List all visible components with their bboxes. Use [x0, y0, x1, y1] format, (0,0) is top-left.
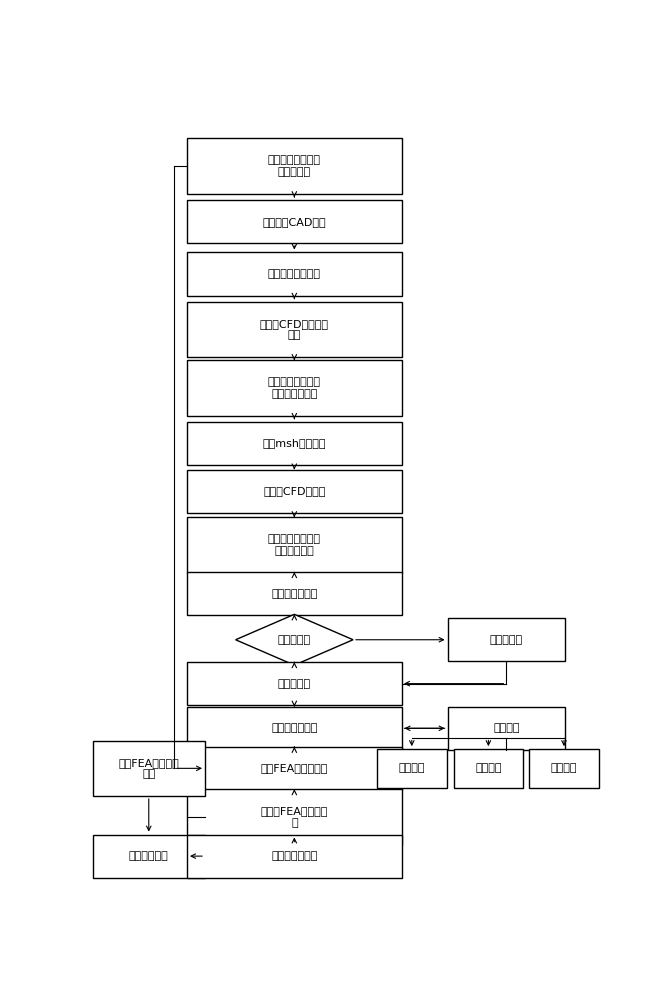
Text: 流体场计算结果: 流体场计算结果 — [271, 723, 318, 733]
Bar — [187, 517, 401, 573]
Text: 建立计算域，划分
网格及相关设置: 建立计算域，划分 网格及相关设置 — [268, 377, 321, 399]
Bar — [187, 422, 401, 465]
Text: 导入到CFD前处理软
件中: 导入到CFD前处理软 件中 — [260, 319, 329, 340]
Bar — [187, 138, 401, 194]
Polygon shape — [236, 614, 353, 665]
Text: 确定天线工作仰角
和来流方向: 确定天线工作仰角 和来流方向 — [268, 155, 321, 177]
Text: 力矩系数: 力矩系数 — [551, 763, 577, 773]
Bar — [187, 662, 401, 705]
Bar — [187, 360, 401, 416]
Bar — [92, 741, 205, 796]
Text: 模型检查，设置和
确定相关参数: 模型检查，设置和 确定相关参数 — [268, 534, 321, 556]
Text: 建立三维CAD模型: 建立三维CAD模型 — [262, 217, 326, 227]
Text: 导出中间格式文件: 导出中间格式文件 — [268, 269, 321, 279]
Bar — [187, 572, 401, 615]
Bar — [187, 470, 401, 513]
Text: 固体场计算结果: 固体场计算结果 — [271, 851, 318, 861]
Text: 导出msh格式文件: 导出msh格式文件 — [262, 438, 326, 448]
Bar — [447, 618, 565, 661]
Text: 导出FEA固体场文件: 导出FEA固体场文件 — [261, 763, 328, 773]
Text: 判断求解器: 判断求解器 — [277, 635, 311, 645]
Bar — [187, 835, 401, 878]
Bar — [529, 749, 599, 788]
Text: 数据处理: 数据处理 — [493, 723, 519, 733]
Text: 导入到FEA固体场软
件: 导入到FEA固体场软 件 — [261, 806, 328, 828]
Bar — [187, 789, 401, 845]
Text: 阻力系数: 阻力系数 — [399, 763, 425, 773]
Bar — [187, 200, 401, 243]
Bar — [187, 747, 401, 790]
Text: 升力系数: 升力系数 — [475, 763, 501, 773]
Bar — [377, 749, 447, 788]
Bar — [187, 302, 401, 357]
Text: 导入到CFD软件中: 导入到CFD软件中 — [263, 486, 326, 496]
Bar — [453, 749, 523, 788]
Bar — [187, 707, 401, 750]
Text: 计算流体雷诺数: 计算流体雷诺数 — [271, 589, 318, 599]
Text: 湍流求解器: 湍流求解器 — [490, 635, 523, 645]
Text: 对应结构关联: 对应结构关联 — [129, 851, 169, 861]
Text: 层流求解器: 层流求解器 — [277, 679, 311, 689]
Bar — [447, 707, 565, 750]
Bar — [187, 252, 401, 296]
Bar — [92, 835, 205, 878]
Text: 建立FEA相关结构
模型: 建立FEA相关结构 模型 — [119, 758, 179, 779]
